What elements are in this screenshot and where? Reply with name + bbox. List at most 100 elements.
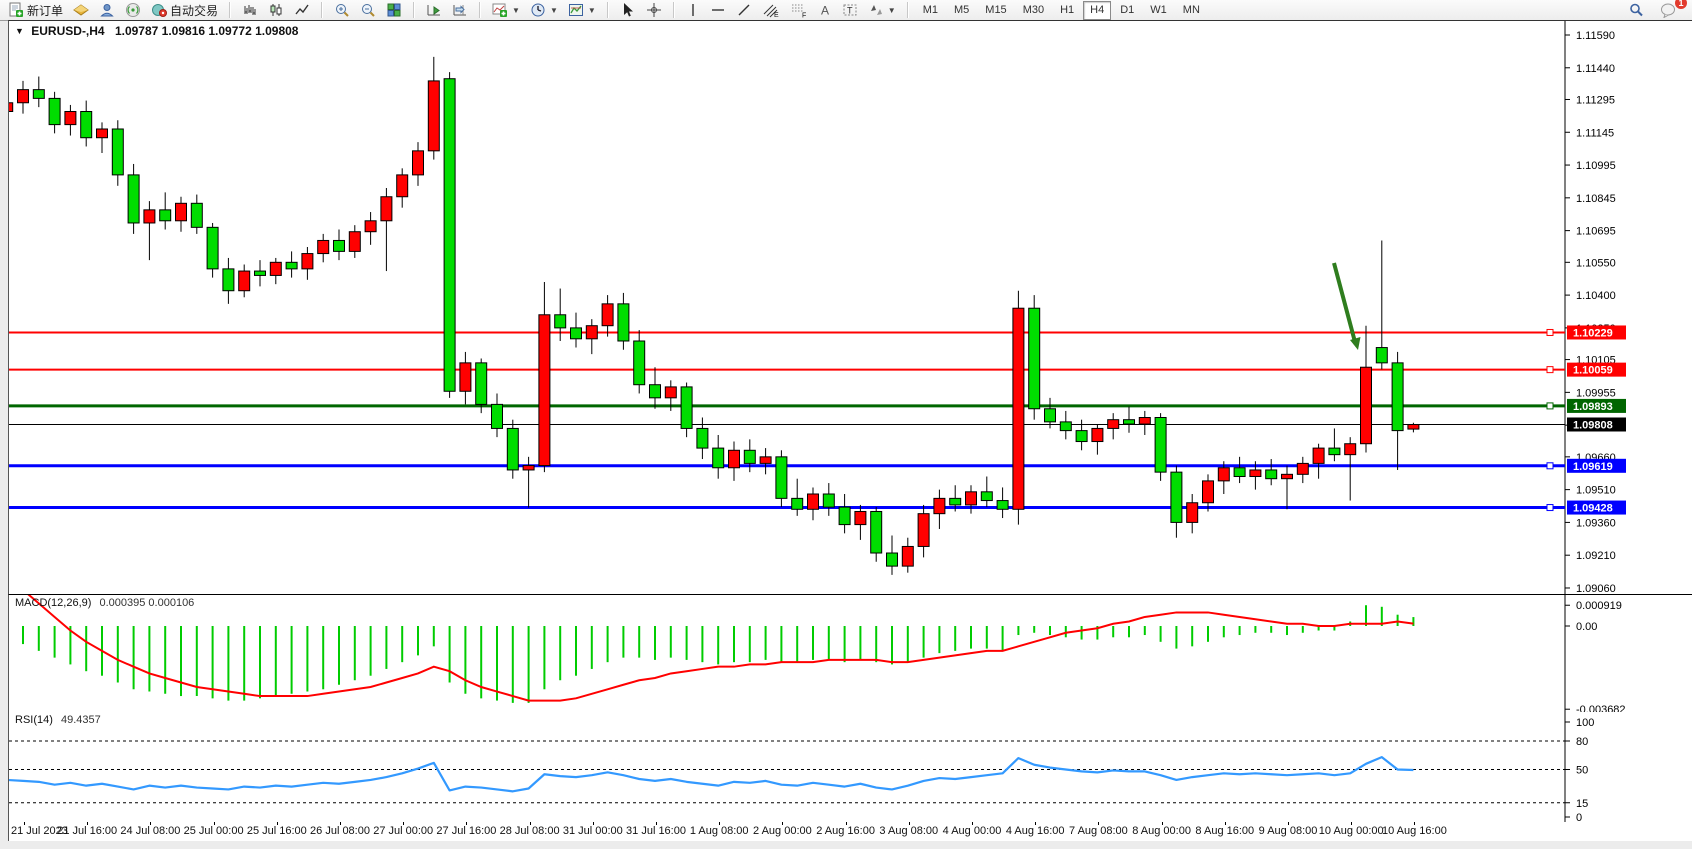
macd-tick-label: 0.00 <box>1576 621 1597 633</box>
text-label-button[interactable]: T <box>837 0 863 20</box>
periods-button[interactable]: ▼ <box>525 0 563 20</box>
candlestick-chart-button[interactable] <box>263 0 289 20</box>
crosshair-button[interactable] <box>641 0 667 20</box>
time-tick <box>1035 822 1037 825</box>
timeframe-button-m5[interactable]: M5 <box>954 3 970 16</box>
timeframe-button-h1[interactable]: H1 <box>1060 3 1075 16</box>
periods-icon <box>530 2 546 18</box>
candle <box>1375 240 1388 370</box>
rsi-canvas[interactable]: 100 80 50 15 0 <box>9 712 1692 822</box>
toolbar-separator <box>906 2 909 18</box>
mql-community-button[interactable] <box>68 0 94 20</box>
horizontal-line-object[interactable]: 1.10059 <box>9 362 1626 377</box>
price-tick-label: 1.10400 <box>1576 290 1616 302</box>
rsi-name: RSI <box>15 714 34 726</box>
bar-chart-button[interactable] <box>237 0 263 20</box>
candle <box>807 487 819 521</box>
toolbar-separator <box>479 2 482 18</box>
candle <box>317 233 330 263</box>
candle <box>1391 351 1404 470</box>
text-button[interactable]: A <box>813 0 837 20</box>
chart-ohlc-values: 1.09787 1.09816 1.09772 1.09808 <box>114 24 299 38</box>
time-tick <box>1224 822 1226 825</box>
trendline-button[interactable] <box>731 0 757 20</box>
autotrade-label: 自动交易 <box>170 3 219 18</box>
signals-button[interactable] <box>120 0 146 20</box>
fibonacci-button[interactable]: F <box>785 0 813 20</box>
fibonacci-icon: F <box>790 2 808 18</box>
candle <box>980 476 993 508</box>
time-tick-label: 21 Jul 16:00 <box>57 825 118 837</box>
candle <box>1107 413 1120 440</box>
macd-params: (12,26,9) <box>47 597 92 609</box>
chevron-down-icon: ▼ <box>887 5 896 15</box>
candle <box>348 225 361 258</box>
chat-button[interactable]: 1 <box>1655 0 1687 20</box>
zoom-out-button[interactable] <box>355 0 381 20</box>
horizontal-line-button[interactable] <box>705 0 731 20</box>
time-tick-label: 25 Jul 00:00 <box>183 825 244 837</box>
candle <box>917 504 930 558</box>
cursor-button[interactable] <box>615 0 641 20</box>
horizontal-line-object[interactable]: 1.09428 <box>9 500 1626 515</box>
candle <box>1154 413 1167 481</box>
candle <box>728 441 740 481</box>
price-chart-panel[interactable]: ▼ EURUSD-,H4 1.09787 1.09816 1.09772 1.0… <box>8 20 1692 595</box>
horizontal-line-object[interactable]: 1.09893 <box>9 398 1626 413</box>
vertical-line-button[interactable] <box>681 0 705 20</box>
arrow-annotation[interactable] <box>1332 262 1361 350</box>
candle <box>585 319 598 355</box>
line-chart-button[interactable] <box>289 0 315 20</box>
candle <box>1012 290 1025 525</box>
time-tick <box>1098 822 1100 825</box>
price-chart-canvas[interactable]: 1.11590 1.11440 1.11295 1.11145 1.10995 1.108… <box>9 21 1692 594</box>
macd-tick-label: -0.003682 <box>1576 704 1626 712</box>
zoom-in-button[interactable] <box>329 0 355 20</box>
timeframe-button-w1[interactable]: W1 <box>1150 3 1167 16</box>
horizontal-line-object[interactable]: 1.10229 <box>9 325 1626 340</box>
timeframe-button-d1[interactable]: D1 <box>1120 3 1135 16</box>
candle <box>238 264 251 298</box>
price-tick-label: 1.11295 <box>1576 94 1615 106</box>
time-tick-label: 2 Aug 00:00 <box>753 825 812 837</box>
timeframe-button-mn[interactable]: MN <box>1182 3 1200 16</box>
timeframe-button-m15[interactable]: M15 <box>985 3 1007 16</box>
templates-button[interactable]: ▼ <box>563 0 601 20</box>
arrows-button[interactable]: ▼ <box>863 0 901 20</box>
time-tick-label: 10 Aug 16:00 <box>1381 825 1447 837</box>
time-tick <box>1161 822 1163 825</box>
time-axis[interactable]: 21 Jul 2023 21 Jul 16:00 24 Jul 08:00 25 Ju… <box>8 822 1692 841</box>
tile-windows-button[interactable] <box>381 0 407 20</box>
timeframe-button-m30[interactable]: M30 <box>1022 3 1045 16</box>
price-badge <box>1567 458 1626 473</box>
profile-button[interactable] <box>94 0 120 20</box>
rsi-panel[interactable]: RSI(14) 49.4357 100 80 50 15 0 <box>8 712 1692 823</box>
search-button[interactable] <box>1623 0 1649 20</box>
auto-scroll-button[interactable] <box>421 0 447 20</box>
horizontal-line-object[interactable]: 1.09808 <box>9 417 1626 432</box>
candle <box>886 535 898 575</box>
macd-canvas[interactable]: 0.000919 0.00 -0.003682 <box>9 595 1692 712</box>
toolbar-separator <box>606 2 609 18</box>
rsi-tick-label: 50 <box>1576 765 1588 777</box>
indicators-button[interactable]: ▼ <box>487 0 525 20</box>
horizontal-line-object[interactable]: 1.09619 <box>9 458 1626 473</box>
timeframe-button-m1[interactable]: M1 <box>922 3 938 16</box>
new-order-button[interactable]: 新订单 <box>3 0 68 20</box>
trendline-icon <box>736 2 752 18</box>
zoom-out-icon <box>360 2 376 18</box>
rsi-params: (14) <box>33 714 53 726</box>
chart-shift-button[interactable] <box>447 0 473 20</box>
equidistant-channel-button[interactable]: E <box>757 0 785 20</box>
time-tick <box>213 822 215 825</box>
macd-tick-label: 0.000919 <box>1576 600 1622 612</box>
rsi-value: 49.4357 <box>60 714 101 726</box>
autotrade-button[interactable]: 自动交易 <box>146 0 223 20</box>
timeframe-button-h4[interactable]: H4 <box>1083 0 1112 20</box>
price-tick-label: 1.10995 <box>1576 160 1616 172</box>
macd-panel[interactable]: MACD(12,26,9) 0.000395 0.000106 0.000919… <box>8 594 1692 713</box>
candle <box>1312 443 1325 479</box>
time-tick <box>1288 822 1289 825</box>
time-tick-label: 1 Aug 08:00 <box>689 825 749 837</box>
candle <box>1170 465 1183 538</box>
